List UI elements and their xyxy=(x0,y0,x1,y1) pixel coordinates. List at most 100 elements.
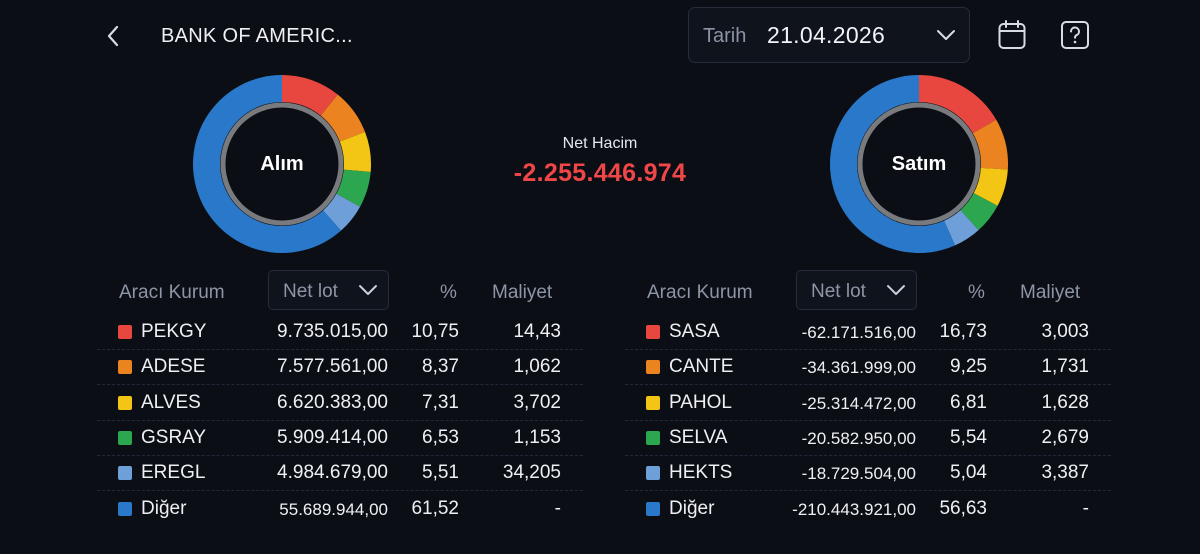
percent-value: 6,81 xyxy=(950,391,987,413)
percent-value: 56,63 xyxy=(939,497,987,519)
broker-name: SASA xyxy=(669,321,720,342)
donut-hole xyxy=(226,108,338,220)
sort-selector-label: Net lot xyxy=(283,281,338,302)
row-divider xyxy=(625,384,1111,386)
page-title: BANK OF AMERIC... xyxy=(161,25,353,47)
cost-value: 1,731 xyxy=(1041,356,1089,378)
buy-donut-svg xyxy=(193,75,371,253)
broker-name: CANTE xyxy=(669,356,734,378)
date-selector[interactable]: Tarih 21.04.2026 xyxy=(688,7,970,63)
color-swatch xyxy=(118,360,132,375)
net-volume: Net Hacim -2.255.446.974 xyxy=(480,135,720,188)
cost-value: - xyxy=(1082,497,1089,519)
percent-value: 7,31 xyxy=(422,391,459,413)
cost-header: Maliyet xyxy=(1020,282,1081,303)
calendar-button[interactable] xyxy=(997,19,1027,51)
percent-value: 9,25 xyxy=(950,356,987,378)
net-lot-value: -62.171.516,00 xyxy=(801,323,916,342)
sort-selector-label: Net lot xyxy=(811,281,866,302)
cost-value: 3,702 xyxy=(513,391,561,413)
donut-inner-ring xyxy=(220,102,344,226)
broker-name: Diğer xyxy=(669,497,715,519)
cost-value: 3,387 xyxy=(1041,462,1089,484)
buy-donut-chart: Alım xyxy=(192,74,372,254)
donut-slice-pahol xyxy=(973,167,1008,206)
donut-slice-pekgy xyxy=(282,75,338,116)
help-button[interactable] xyxy=(1060,19,1090,51)
header: BANK OF AMERIC... Tarih 21.04.2026 xyxy=(0,0,1200,70)
calendar-icon xyxy=(998,20,1026,49)
donut-slice-selva xyxy=(960,193,998,231)
net-lot-value: -20.582.950,00 xyxy=(801,428,916,448)
percent-value: 6,53 xyxy=(422,426,459,448)
sort-selector[interactable]: Net lot xyxy=(796,270,917,310)
broker-name: HEKTS xyxy=(669,462,733,484)
percent-header: % xyxy=(968,282,985,303)
broker-name: SELVA xyxy=(669,426,728,448)
cost-value: 34,205 xyxy=(502,462,561,484)
sell-donut-svg xyxy=(830,75,1008,253)
date-label: Tarih xyxy=(703,25,747,47)
color-swatch xyxy=(118,395,132,410)
donut-inner-ring xyxy=(857,102,981,226)
broker-name: Diğer xyxy=(141,497,187,519)
table-row[interactable]: Diğer 55.689.944,00 61,52 - xyxy=(97,492,583,527)
net-lot-value: 6.620.383,00 xyxy=(277,391,388,413)
table-row[interactable]: PAHOL -25.314.472,00 6,81 1,628 xyxy=(625,386,1111,421)
table-row[interactable]: ADESE 7.577.561,00 8,37 1,062 xyxy=(97,350,583,386)
sort-selector[interactable]: Net lot xyxy=(268,270,389,310)
row-divider xyxy=(625,490,1111,492)
table-row[interactable]: Diğer -210.443.921,00 56,63 - xyxy=(625,492,1111,527)
cost-value: 3,003 xyxy=(1041,321,1089,342)
percent-header: % xyxy=(440,282,457,303)
broker-name: PAHOL xyxy=(669,391,733,413)
table-row[interactable]: ALVES 6.620.383,00 7,31 3,702 xyxy=(97,386,583,421)
percent-value: 61,52 xyxy=(411,497,459,519)
sell-donut-chart: Satım xyxy=(829,74,1009,254)
row-divider xyxy=(625,349,1111,350)
table-row[interactable]: SASA -62.171.516,00 16,73 3,003 xyxy=(625,315,1111,350)
chevron-down-icon xyxy=(937,30,955,40)
color-swatch xyxy=(118,325,132,339)
broker-name: GSRAY xyxy=(141,426,207,448)
table-row[interactable]: CANTE -34.361.999,00 9,25 1,731 xyxy=(625,350,1111,386)
table-row[interactable]: EREGL 4.984.679,00 5,51 34,205 xyxy=(97,456,583,492)
cost-value: 1,062 xyxy=(513,356,561,378)
percent-value: 5,54 xyxy=(950,426,987,448)
cost-value: 2,679 xyxy=(1041,426,1089,448)
help-icon xyxy=(1061,21,1089,49)
row-divider xyxy=(625,419,1111,421)
donut-slice-eregl xyxy=(323,193,361,231)
net-lot-value: -34.361.999,00 xyxy=(801,358,916,378)
color-swatch xyxy=(118,501,132,516)
table-row[interactable]: GSRAY 5.909.414,00 6,53 1,153 xyxy=(97,421,583,456)
date-value: 21.04.2026 xyxy=(767,22,886,48)
donut-slice-diğer xyxy=(193,75,341,253)
table-row[interactable]: SELVA -20.582.950,00 5,54 2,679 xyxy=(625,421,1111,456)
broker-header: Aracı Kurum xyxy=(647,282,753,303)
net-lot-value: 55.689.944,00 xyxy=(279,499,388,519)
color-swatch xyxy=(646,360,660,375)
table-row[interactable]: HEKTS -18.729.504,00 5,04 3,387 xyxy=(625,456,1111,492)
color-swatch xyxy=(646,430,660,445)
percent-value: 8,37 xyxy=(422,356,459,378)
percent-value: 10,75 xyxy=(411,321,459,342)
back-button[interactable] xyxy=(98,20,128,52)
net-lot-value: -25.314.472,00 xyxy=(801,393,916,413)
donut-slice-gsray xyxy=(336,169,371,207)
donut-slice-alves xyxy=(339,131,371,173)
net-lot-value: 7.577.561,00 xyxy=(277,356,388,378)
cost-value: 14,43 xyxy=(513,321,561,342)
percent-value: 5,04 xyxy=(950,462,987,484)
row-divider xyxy=(97,454,583,456)
color-swatch xyxy=(646,325,660,339)
table-row[interactable]: PEKGY 9.735.015,00 10,75 14,43 xyxy=(97,315,583,350)
cost-value: - xyxy=(554,497,561,519)
color-swatch xyxy=(646,466,660,481)
net-lot-value: -210.443.921,00 xyxy=(792,499,916,519)
cost-value: 1,628 xyxy=(1041,391,1089,413)
percent-value: 16,73 xyxy=(939,321,987,342)
row-divider xyxy=(97,419,583,421)
sell-table: Aracı Kurum Net lot % Maliyet SASA -62.17… xyxy=(625,270,1111,530)
broker-name: ALVES xyxy=(141,391,201,413)
